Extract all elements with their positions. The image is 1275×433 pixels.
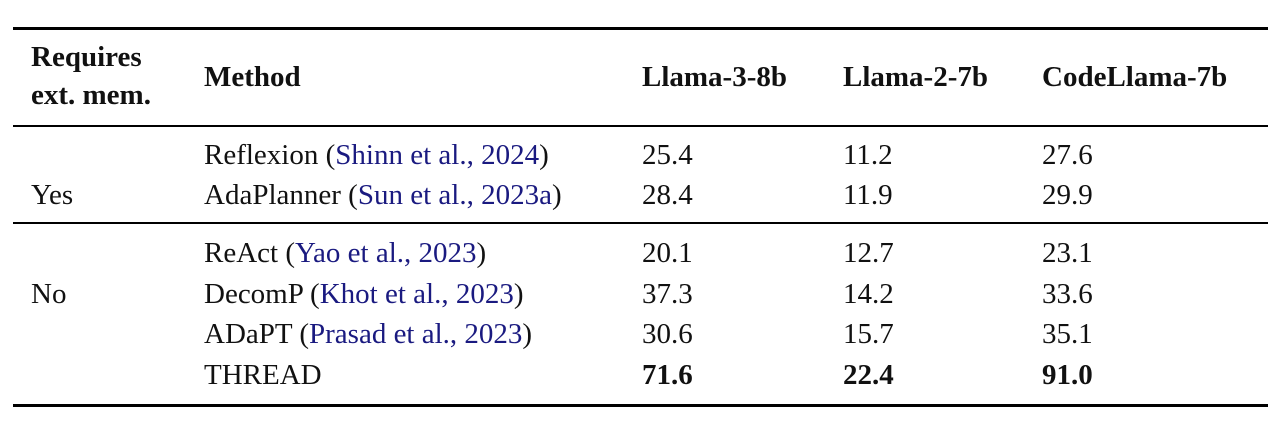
method-cell: ReAct (Yao et al., 2023) — [204, 237, 487, 269]
llama2-score: 14.2 — [843, 278, 894, 310]
codellama-score: 27.6 — [1042, 139, 1093, 171]
top-rule — [13, 27, 1268, 30]
bottom-rule — [13, 404, 1268, 407]
method-cell: Reflexion (Shinn et al., 2024) — [204, 139, 549, 171]
method-name: ReAct — [204, 237, 279, 269]
codellama-score: 29.9 — [1042, 179, 1093, 211]
header-rule — [13, 125, 1268, 127]
citation-link[interactable]: Prasad et al., 2023 — [309, 318, 523, 350]
llama3-score: 28.4 — [642, 179, 693, 211]
citation-link[interactable]: Khot et al., 2023 — [319, 278, 514, 310]
codellama-score: 35.1 — [1042, 318, 1093, 350]
method-name: DecomP — [204, 278, 303, 310]
citation-link[interactable]: Sun et al., 2023a — [357, 179, 552, 211]
header-llama3: Llama-3-8b — [642, 61, 787, 93]
llama2-score: 15.7 — [843, 318, 894, 350]
group-label-no: No — [31, 278, 67, 310]
header-requires-line2: ext. mem. — [31, 79, 151, 111]
header-llama2: Llama-2-7b — [843, 61, 988, 93]
llama3-score-best: 71.6 — [642, 359, 693, 391]
method-name: THREAD — [204, 359, 322, 391]
method-cell: ADaPT (Prasad et al., 2023) — [204, 318, 533, 350]
llama2-score: 11.9 — [843, 179, 893, 211]
codellama-score: 33.6 — [1042, 278, 1093, 310]
llama3-score: 20.1 — [642, 237, 693, 269]
method-name: AdaPlanner — [204, 179, 341, 211]
header-method: Method — [204, 61, 301, 93]
group-label-yes: Yes — [31, 179, 74, 211]
llama3-score: 37.3 — [642, 278, 693, 310]
method-name: ADaPT — [204, 318, 293, 350]
codellama-score: 23.1 — [1042, 237, 1093, 269]
header-codellama: CodeLlama-7b — [1042, 61, 1228, 93]
llama3-score: 25.4 — [642, 139, 693, 171]
method-name: Reflexion — [204, 139, 319, 171]
citation-link[interactable]: Yao et al., 2023 — [295, 237, 477, 269]
llama2-score-best: 22.4 — [843, 359, 894, 391]
llama3-score: 30.6 — [642, 318, 693, 350]
method-cell: AdaPlanner (Sun et al., 2023a) — [204, 179, 562, 211]
llama2-score: 11.2 — [843, 139, 893, 171]
citation-link[interactable]: Shinn et al., 2024 — [335, 139, 540, 171]
codellama-score-best: 91.0 — [1042, 359, 1093, 391]
llama2-score: 12.7 — [843, 237, 894, 269]
header-requires-line1: Requires — [31, 41, 142, 73]
method-cell: DecomP (Khot et al., 2023) — [204, 278, 524, 310]
group-rule — [13, 222, 1268, 224]
